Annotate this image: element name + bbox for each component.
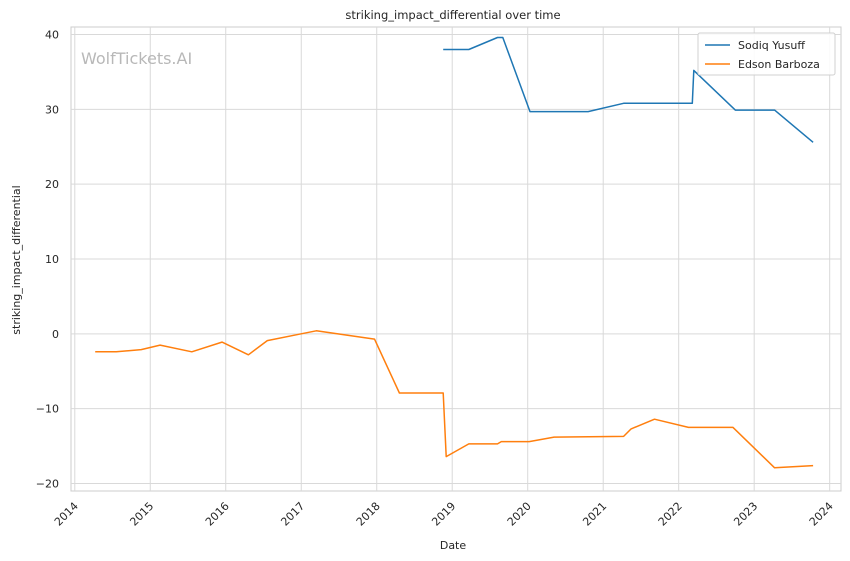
y-tick-label: 10 [45,253,59,266]
x-tick-label: 2017 [278,500,307,529]
y-tick-label: 30 [45,103,59,116]
legend-label-sodiq-yusuff: Sodiq Yusuff [738,39,805,52]
x-axis-ticks: 2014 2015 2016 2017 2018 2019 2020 2021 2022 2023… [52,500,836,529]
y-axis-label: striking_impact_differential [10,185,23,334]
y-tick-label: 40 [45,28,59,41]
x-axis-label: Date [440,539,467,552]
x-tick-label: 2021 [580,500,609,529]
y-tick-label: −20 [36,478,59,491]
x-tick-label: 2019 [429,500,458,529]
x-tick-label: 2016 [203,500,232,529]
y-tick-label: −10 [36,403,59,416]
y-tick-label: 20 [45,178,59,191]
y-axis-ticks: −20 −10 0 10 20 30 40 [36,28,59,490]
x-tick-label: 2018 [354,500,383,529]
series-line-edson-barboza [95,330,814,469]
watermark-text: WolfTickets.AI [81,49,192,68]
legend: Sodiq Yusuff Edson Barboza [697,32,836,76]
chart-title: striking_impact_differential over time [345,8,560,22]
y-grid [71,33,841,485]
x-tick-label: 2020 [505,500,534,529]
x-tick-label: 2022 [656,500,685,529]
x-tick-label: 2015 [127,500,156,529]
series-layer [95,36,814,469]
series-line-sodiq-yusuff [443,36,814,143]
legend-box [697,32,836,76]
x-tick-label: 2023 [731,500,760,529]
x-tick-label: 2014 [52,500,81,529]
x-tick-label: 2024 [807,500,836,529]
y-tick-label: 0 [52,328,59,341]
legend-label-edson-barboza: Edson Barboza [738,58,820,71]
